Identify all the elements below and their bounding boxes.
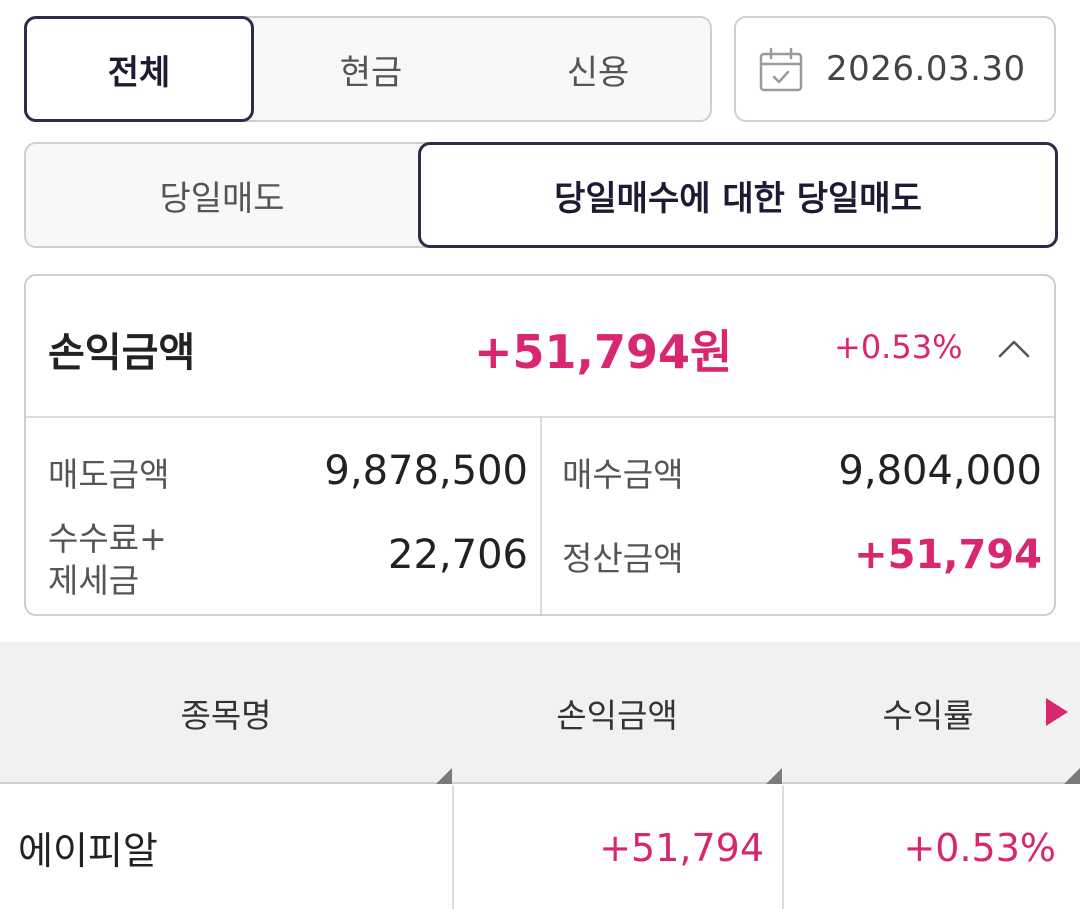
sell-amount-label: 매도금액 bbox=[48, 455, 170, 494]
fee-tax-label-line1: 수수료+ bbox=[48, 519, 167, 558]
summary-profit-amount: +51,794원 bbox=[474, 325, 733, 379]
sort-corner-icon bbox=[436, 768, 452, 784]
fee-tax-value: 22,706 bbox=[388, 532, 528, 578]
summary-title: 손익금액 bbox=[48, 330, 196, 376]
stock-name: 에이피알 bbox=[18, 829, 158, 873]
table-header: 종목명 손익금액 수익률 bbox=[0, 642, 1080, 784]
profit-summary-card: 손익금액 +51,794원 +0.53% 매도금액 9,878,500 수수료+… bbox=[24, 274, 1056, 616]
column-divider bbox=[782, 786, 784, 909]
account-type-tabs: 전체 현금 신용 bbox=[24, 16, 712, 122]
date-picker[interactable]: 2026.03.30 bbox=[734, 16, 1056, 122]
column-header-rate[interactable]: 수익률 bbox=[782, 642, 1080, 784]
triangle-right-icon[interactable] bbox=[1046, 698, 1068, 726]
buy-amount-value: 9,804,000 bbox=[838, 448, 1042, 494]
column-header-label: 종목명 bbox=[180, 696, 272, 735]
fee-tax-label-line2: 제세금 bbox=[48, 561, 140, 600]
trade-type-tabs: 당일매도 당일매수에 대한 당일매도 bbox=[24, 142, 1058, 248]
stock-profit: +51,794 bbox=[599, 825, 764, 870]
tab-credit[interactable]: 신용 bbox=[566, 52, 630, 93]
table-row[interactable]: 에이피알 +51,794 +0.53% bbox=[0, 786, 1080, 909]
sort-corner-icon bbox=[766, 768, 782, 784]
date-value: 2026.03.30 bbox=[826, 49, 1026, 89]
chevron-up-icon[interactable] bbox=[992, 326, 1036, 370]
tab-day-buy-day-sell[interactable]: 당일매수에 대한 당일매도 bbox=[418, 142, 1058, 248]
tab-day-sell[interactable]: 당일매도 bbox=[159, 178, 285, 219]
column-header-profit[interactable]: 손익금액 bbox=[452, 642, 782, 784]
summary-header: 손익금액 +51,794원 +0.53% bbox=[26, 276, 1054, 418]
tab-all[interactable]: 전체 bbox=[24, 16, 254, 122]
sort-corner-icon bbox=[1064, 768, 1080, 784]
settlement-label: 정산금액 bbox=[562, 539, 684, 578]
buy-amount-label: 매수금액 bbox=[562, 455, 684, 494]
summary-divider bbox=[540, 418, 542, 614]
settlement-value: +51,794 bbox=[854, 532, 1042, 578]
column-header-label: 손익금액 bbox=[556, 696, 678, 735]
summary-details: 매도금액 9,878,500 수수료+ 제세금 22,706 매수금액 9,80… bbox=[26, 418, 1054, 614]
summary-profit-rate: +0.53% bbox=[834, 328, 963, 366]
sell-amount-value: 9,878,500 bbox=[324, 448, 528, 494]
calendar-icon bbox=[759, 47, 803, 92]
column-header-name[interactable]: 종목명 bbox=[0, 642, 452, 784]
stock-rate: +0.53% bbox=[903, 825, 1056, 870]
column-header-label: 수익률 bbox=[882, 696, 974, 735]
column-divider bbox=[452, 786, 454, 909]
holdings-table: 종목명 손익금액 수익률 에이피알 +51,794 +0.53% bbox=[0, 642, 1080, 909]
tab-cash[interactable]: 현금 bbox=[339, 52, 403, 93]
